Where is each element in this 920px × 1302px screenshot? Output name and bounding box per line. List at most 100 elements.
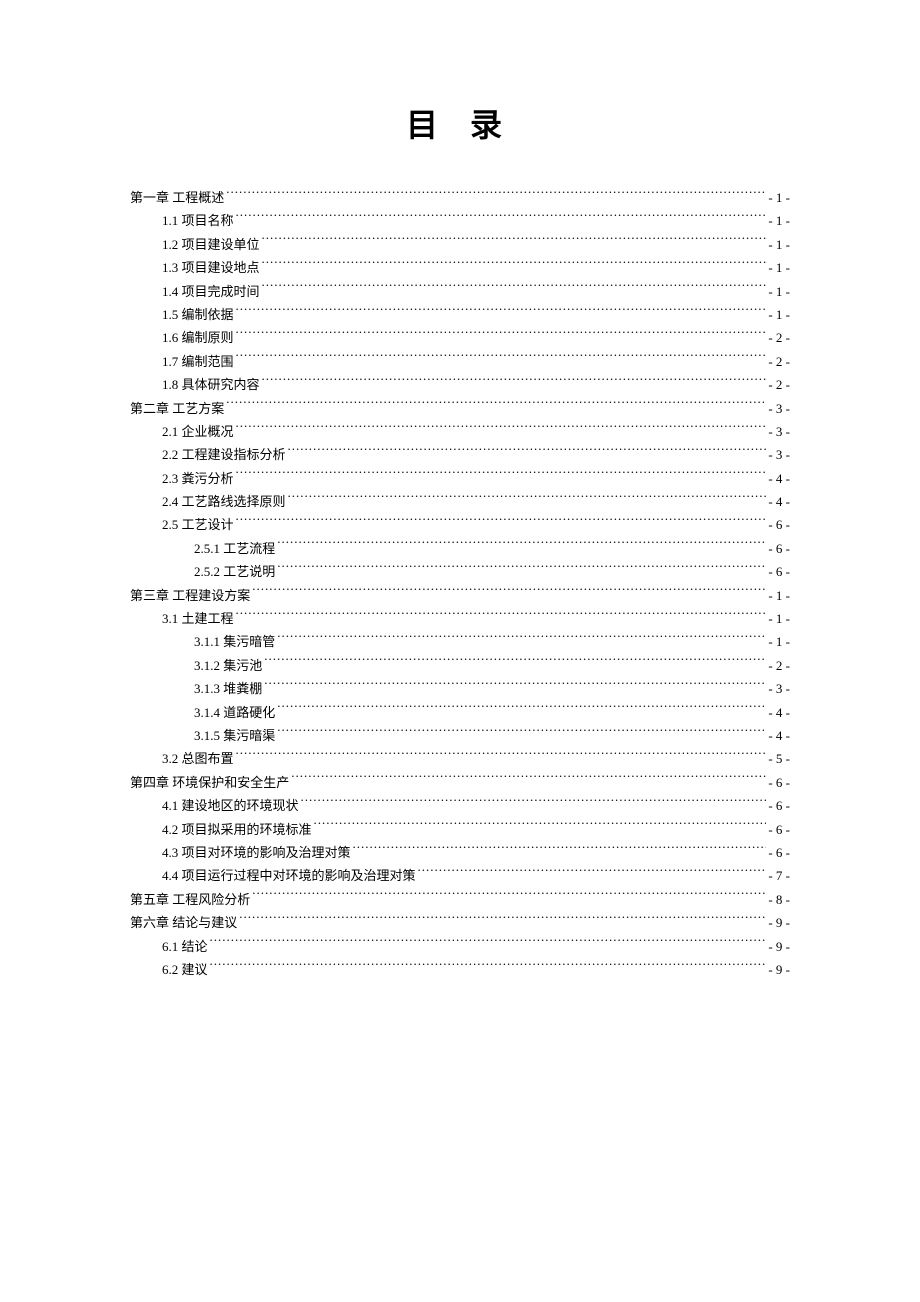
toc-leader-dots: [210, 938, 767, 951]
toc-leader-dots: [301, 797, 767, 810]
toc-entry-text: 1.1 项目名称: [162, 209, 234, 232]
toc-entry-page: - 6 -: [768, 771, 790, 794]
toc-entry-text: 3.1.1 集污暗管: [194, 630, 275, 653]
toc-leader-dots: [210, 961, 767, 974]
toc-entry: 1.2 项目建设单位- 1 -: [130, 233, 790, 256]
toc-entry-page: - 6 -: [768, 841, 790, 864]
toc-entry-text: 1.7 编制范围: [162, 350, 234, 373]
toc-leader-dots: [252, 891, 766, 904]
toc-entry-text: 6.2 建议: [162, 958, 208, 981]
toc-entry-page: - 2 -: [768, 326, 790, 349]
toc-entry-text: 第六章 结论与建议: [130, 911, 237, 934]
toc-leader-dots: [291, 774, 766, 787]
toc-entry: 1.4 项目完成时间 - 1 -: [130, 280, 790, 303]
toc-entry-page: - 3 -: [768, 420, 790, 443]
toc-entry-page: - 5 -: [768, 747, 790, 770]
toc-entry: 1.6 编制原则- 2 -: [130, 326, 790, 349]
toc-entry: 3.1.1 集污暗管- 1 -: [130, 630, 790, 653]
toc-leader-dots: [262, 283, 767, 296]
toc-entry: 6.2 建议 - 9 -: [130, 958, 790, 981]
toc-leader-dots: [236, 470, 767, 483]
toc-leader-dots: [353, 844, 767, 857]
toc-entry: 4.3 项目对环境的影响及治理对策 - 6 -: [130, 841, 790, 864]
toc-entry: 2.5 工艺设计- 6 -: [130, 513, 790, 536]
toc-entry-text: 4.3 项目对环境的影响及治理对策: [162, 841, 351, 864]
toc-entry-text: 4.4 项目运行过程中对环境的影响及治理对策: [162, 864, 416, 887]
toc-entry-page: - 1 -: [768, 584, 790, 607]
toc-entry: 4.1 建设地区的环境现状- 6 -: [130, 794, 790, 817]
toc-entry-page: - 9 -: [768, 958, 790, 981]
toc-entry: 4.4 项目运行过程中对环境的影响及治理对策 - 7 -: [130, 864, 790, 887]
toc-entry-text: 2.4 工艺路线选择原则: [162, 490, 286, 513]
toc-entry-text: 2.5.1 工艺流程: [194, 537, 275, 560]
toc-entry: 4.2 项目拟采用的环境标准- 6 -: [130, 818, 790, 841]
toc-entry: 1.3 项目建设地点- 1 -: [130, 256, 790, 279]
toc-leader-dots: [236, 750, 767, 763]
toc-entry-page: - 2 -: [768, 654, 790, 677]
toc-entry: 2.5.1 工艺流程 - 6 -: [130, 537, 790, 560]
toc-entry: 3.1.5 集污暗渠- 4 -: [130, 724, 790, 747]
toc-leader-dots: [262, 259, 767, 272]
toc-leader-dots: [277, 704, 766, 717]
toc-leader-dots: [264, 657, 766, 670]
toc-entry: 3.1.2 集污池- 2 -: [130, 654, 790, 677]
toc-entry-page: - 3 -: [768, 397, 790, 420]
toc-entry-page: - 3 -: [768, 677, 790, 700]
toc-leader-dots: [226, 189, 766, 202]
toc-entry: 第一章 工程概述- 1 -: [130, 186, 790, 209]
toc-entry: 3.1.4 道路硬化 - 4 -: [130, 701, 790, 724]
toc-leader-dots: [277, 727, 766, 740]
toc-entry-text: 3.2 总图布置: [162, 747, 234, 770]
toc-entry-text: 2.5.2 工艺说明: [194, 560, 275, 583]
toc-leader-dots: [236, 212, 767, 225]
toc-entry: 1.7 编制范围- 2 -: [130, 350, 790, 373]
toc-entry-page: - 4 -: [768, 701, 790, 724]
toc-entry-text: 1.5 编制依据: [162, 303, 234, 326]
toc-entry-page: - 6 -: [768, 537, 790, 560]
toc-entry-text: 2.2 工程建设指标分析: [162, 443, 286, 466]
toc-entry-text: 3.1.4 道路硬化: [194, 701, 275, 724]
toc-entry: 3.2 总图布置 - 5 -: [130, 747, 790, 770]
toc-entry-page: - 1 -: [768, 209, 790, 232]
toc-entry: 第四章 环境保护和安全生产- 6 -: [130, 771, 790, 794]
toc-entry: 2.1 企业概况- 3 -: [130, 420, 790, 443]
toc-entry: 第六章 结论与建议- 9 -: [130, 911, 790, 934]
toc-entry-page: - 9 -: [768, 935, 790, 958]
toc-entry-page: - 4 -: [768, 724, 790, 747]
toc-entry-text: 1.8 具体研究内容: [162, 373, 260, 396]
toc-entry-text: 第五章 工程风险分析: [130, 888, 250, 911]
toc-entry: 1.5 编制依据- 1 -: [130, 303, 790, 326]
toc-entry-text: 1.3 项目建设地点: [162, 256, 260, 279]
toc-leader-dots: [236, 423, 767, 436]
toc-leader-dots: [226, 400, 766, 413]
toc-entry: 2.2 工程建设指标分析- 3 -: [130, 443, 790, 466]
toc-leader-dots: [262, 376, 767, 389]
toc-leader-dots: [236, 353, 767, 366]
toc-leader-dots: [236, 329, 767, 342]
toc-entry-page: - 6 -: [768, 513, 790, 536]
toc-leader-dots: [239, 914, 766, 927]
toc-entry: 2.5.2 工艺说明 - 6 -: [130, 560, 790, 583]
toc-entry-page: - 7 -: [768, 864, 790, 887]
toc-leader-dots: [277, 633, 766, 646]
toc-entry-page: - 1 -: [768, 280, 790, 303]
toc-leader-dots: [277, 563, 766, 576]
toc-entry: 3.1.3 堆粪棚 - 3 -: [130, 677, 790, 700]
toc-entry: 3.1 土建工程 - 1 -: [130, 607, 790, 630]
toc-leader-dots: [236, 306, 767, 319]
toc-entry: 2.3 粪污分析- 4 -: [130, 467, 790, 490]
toc-entry-page: - 1 -: [768, 186, 790, 209]
toc-entry-page: - 1 -: [768, 607, 790, 630]
toc-entry-text: 第三章 工程建设方案: [130, 584, 250, 607]
toc-leader-dots: [252, 587, 766, 600]
toc-entry-text: 1.4 项目完成时间: [162, 280, 260, 303]
toc-entry: 6.1 结论- 9 -: [130, 935, 790, 958]
toc-leader-dots: [264, 680, 766, 693]
toc-entry-text: 3.1.3 堆粪棚: [194, 677, 262, 700]
toc-entry: 1.8 具体研究内容- 2 -: [130, 373, 790, 396]
toc-entry-page: - 6 -: [768, 560, 790, 583]
toc-leader-dots: [236, 516, 767, 529]
toc-leader-dots: [288, 446, 767, 459]
toc-entry-text: 4.1 建设地区的环境现状: [162, 794, 299, 817]
toc-entry-text: 3.1 土建工程: [162, 607, 234, 630]
